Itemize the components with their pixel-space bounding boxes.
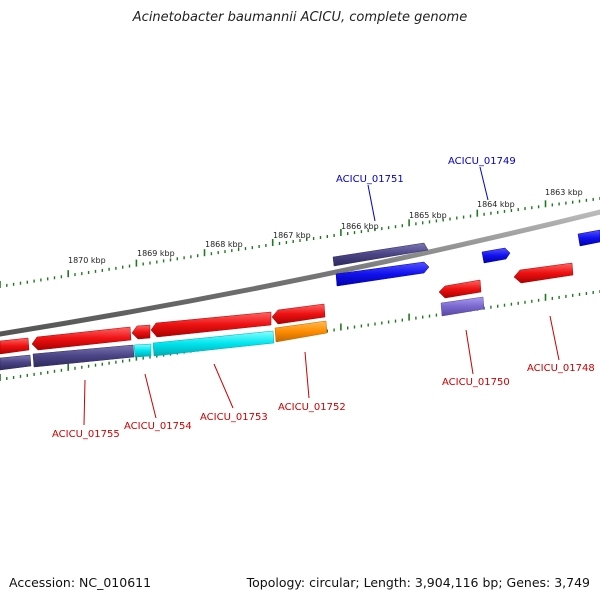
tick-label-1866: 1866 kbp: [341, 222, 379, 231]
gene-left-edge-red[interactable]: [0, 337, 30, 355]
label-acicu-01755[interactable]: ACICU_01755: [52, 429, 120, 440]
topology-text: Topology: circular; Length: 3,904,116 bp…: [246, 575, 590, 590]
gene-acicu-01748[interactable]: [513, 262, 574, 284]
leader-acicu-01754: [144, 373, 157, 419]
gene-acicu-01753-red[interactable]: [150, 311, 272, 338]
accession-text: Accession: NC_010611: [9, 575, 152, 590]
leader-acicu-01751: [367, 184, 376, 222]
gene-acicu-01754-red[interactable]: [131, 324, 151, 340]
genome-backbone: [0, 209, 600, 337]
label-acicu-01754[interactable]: ACICU_01754: [124, 421, 192, 432]
gene-acicu-01754-cyan[interactable]: [133, 343, 152, 358]
label-acicu-01748[interactable]: ACICU_01748: [527, 363, 595, 374]
leader-acicu-01755: [83, 379, 86, 426]
gene-acicu-01752-red[interactable]: [271, 303, 326, 325]
label-acicu-01749[interactable]: ACICU_01749: [448, 156, 516, 167]
gene-right-edge[interactable]: [577, 229, 600, 247]
gene-acicu-01751-lower[interactable]: [335, 261, 430, 287]
label-acicu-01753[interactable]: ACICU_01753: [200, 412, 268, 423]
gene-acicu-01752-orange[interactable]: [274, 320, 328, 343]
leader-acicu-01750: [465, 329, 474, 375]
tick-label-1870: 1870 kbp: [68, 256, 106, 265]
gene-acicu-01755-red[interactable]: [31, 326, 132, 351]
tick-label-1867: 1867 kbp: [273, 231, 311, 240]
tick-label-1863: 1863 kbp: [545, 188, 583, 197]
reverse-strand-genes: [0, 262, 574, 371]
gene-acicu-01755-slate[interactable]: [32, 344, 135, 368]
leader-acicu-01752: [304, 351, 310, 399]
label-acicu-01750[interactable]: ACICU_01750: [442, 377, 510, 388]
gene-acicu-01750-red[interactable]: [438, 279, 482, 299]
map-title: Acinetobacter baumannii ACICU, complete …: [132, 10, 468, 25]
forward-strand-genes: [332, 229, 600, 287]
gene-left-edge-slate[interactable]: [0, 354, 32, 371]
label-acicu-01751[interactable]: ACICU_01751: [336, 174, 404, 185]
gene-acicu-01751-upper[interactable]: [332, 242, 429, 267]
leader-acicu-01753: [213, 363, 234, 409]
label-acicu-01752[interactable]: ACICU_01752: [278, 402, 346, 413]
gene-acicu-01753-cyan[interactable]: [152, 330, 275, 357]
gene-acicu-01749[interactable]: [481, 247, 511, 264]
leader-acicu-01749: [479, 166, 489, 201]
tick-label-1869: 1869 kbp: [137, 249, 175, 258]
tick-label-1865: 1865 kbp: [409, 211, 447, 220]
gene-acicu-01750-lavender[interactable]: [440, 296, 485, 317]
upper-scale-ticks: [0, 197, 600, 288]
tick-label-1868: 1868 kbp: [205, 240, 243, 249]
tick-label-1864: 1864 kbp: [477, 200, 515, 209]
leader-acicu-01748: [549, 315, 560, 361]
